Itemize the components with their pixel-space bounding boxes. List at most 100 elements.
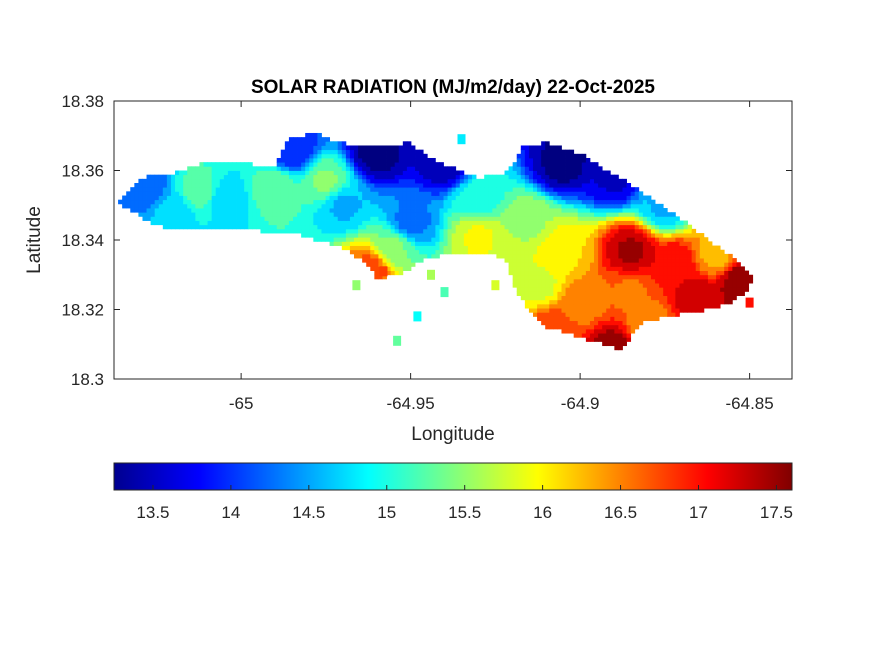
- field-cell: [256, 170, 261, 176]
- field-cell: [402, 253, 408, 259]
- field-cell: [451, 191, 457, 196]
- field-cell: [541, 141, 546, 146]
- field-cell: [297, 157, 302, 163]
- field-cell: [415, 178, 420, 184]
- field-cell: [345, 178, 351, 184]
- field-cell: [199, 166, 204, 171]
- field-cell: [638, 303, 644, 309]
- field-cell: [443, 174, 448, 180]
- field-cell: [390, 245, 396, 251]
- field-cell: [618, 224, 623, 230]
- field-cell: [537, 299, 542, 305]
- field-cell: [309, 216, 314, 221]
- field-cell: [199, 178, 204, 184]
- field-cell: [610, 303, 615, 309]
- field-cell: [451, 203, 457, 209]
- field-cell: [191, 166, 196, 171]
- y-tick-label: 18.34: [61, 231, 104, 250]
- field-cell: [520, 212, 526, 217]
- field-cell: [561, 278, 566, 284]
- field-cell: [183, 216, 188, 221]
- field-cell: [687, 241, 693, 246]
- field-cell: [646, 208, 652, 213]
- field-cell: [305, 203, 310, 209]
- field-cell: [634, 249, 640, 255]
- field-cell: [598, 208, 603, 213]
- field-cell: [618, 237, 623, 242]
- field-cell: [467, 233, 473, 238]
- field-cell: [199, 174, 204, 180]
- y-tick-label: 18.3: [71, 370, 104, 389]
- field-cell: [528, 308, 534, 313]
- field-cell: [386, 212, 392, 217]
- field-cell: [565, 208, 571, 213]
- field-cell: [585, 337, 591, 342]
- field-cell: [589, 283, 595, 288]
- field-cell: [594, 174, 599, 180]
- field-cell: [406, 216, 412, 221]
- field-cell: [317, 183, 322, 188]
- field-cell: [573, 274, 579, 280]
- field-cell: [390, 208, 396, 213]
- field-cell: [288, 141, 294, 146]
- field-cell: [244, 220, 249, 226]
- field-cell: [561, 316, 566, 322]
- field-cell: [679, 278, 684, 284]
- field-cell: [260, 228, 265, 234]
- field-cell: [557, 278, 562, 284]
- field-cell: [589, 299, 595, 305]
- field-cell: [577, 233, 583, 238]
- field-cell: [402, 258, 408, 263]
- field-cell: [573, 245, 579, 251]
- field-cell: [581, 170, 587, 176]
- field-cell: [533, 303, 538, 309]
- field-cell: [370, 262, 375, 267]
- field-cell: [691, 241, 697, 246]
- field-cell: [606, 266, 611, 271]
- field-cell: [467, 174, 473, 180]
- field-cell: [419, 157, 424, 163]
- field-cell: [179, 195, 184, 201]
- field-cell: [427, 203, 432, 209]
- field-cell: [577, 283, 583, 288]
- field-cell: [305, 191, 310, 196]
- field-cell: [594, 228, 599, 234]
- field-cell: [537, 241, 542, 246]
- field-cell: [598, 299, 603, 305]
- field-cell: [435, 187, 440, 192]
- field-cell: [528, 166, 534, 171]
- field-cell: [500, 241, 505, 246]
- field-cell: [589, 308, 595, 313]
- field-cell: [227, 166, 233, 171]
- field-cell: [545, 316, 550, 322]
- field-cell: [545, 308, 550, 313]
- field-cell: [366, 258, 371, 263]
- field-cell: [594, 324, 599, 330]
- field-cell: [240, 162, 245, 167]
- field-cell: [732, 287, 737, 292]
- field-cell: [659, 274, 664, 280]
- field-cell: [402, 216, 408, 221]
- field-cell: [569, 233, 575, 238]
- field-cell: [467, 191, 473, 196]
- field-cell: [175, 224, 180, 230]
- field-cell: [573, 166, 579, 171]
- field-cell: [345, 208, 351, 213]
- field-cell: [227, 220, 233, 226]
- field-cell: [524, 303, 530, 309]
- field-cell: [642, 253, 648, 259]
- field-cell: [463, 216, 469, 221]
- field-cell: [313, 137, 318, 142]
- field-cell: [707, 295, 713, 301]
- field-cell: [500, 174, 505, 180]
- field-cell: [720, 270, 725, 276]
- field-cell: [325, 191, 331, 196]
- field-cell: [398, 253, 404, 259]
- field-cell: [541, 258, 546, 263]
- field-cell: [398, 174, 404, 180]
- field-cell: [260, 187, 265, 192]
- field-cell: [585, 208, 591, 213]
- field-cell: [671, 270, 676, 276]
- field-cell: [598, 295, 603, 301]
- field-cell: [683, 253, 688, 259]
